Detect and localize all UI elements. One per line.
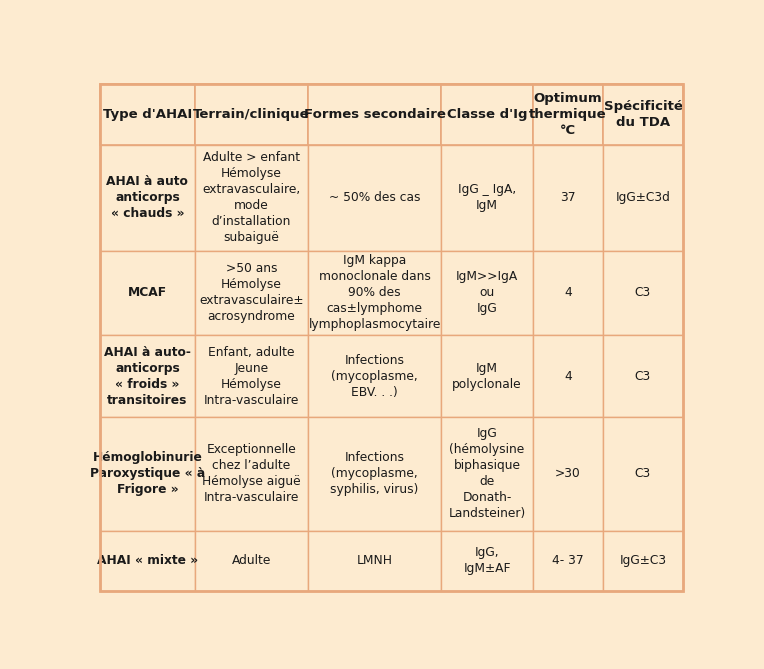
Bar (533, 84, 603, 145)
Bar (100, 251, 195, 335)
Bar (533, 531, 603, 591)
Bar (308, 335, 441, 417)
Bar (308, 531, 441, 591)
Text: Optimum
thermique
°C: Optimum thermique °C (529, 92, 607, 137)
Text: IgG±C3: IgG±C3 (620, 555, 666, 567)
Text: MCAF: MCAF (128, 286, 167, 300)
Text: Formes secondaire: Formes secondaire (304, 108, 445, 121)
Text: AHAI à auto-
anticorps
« froids »
transitoires: AHAI à auto- anticorps « froids » transi… (104, 346, 191, 407)
Text: 4: 4 (564, 370, 572, 383)
Bar (441, 531, 533, 591)
Bar (308, 251, 441, 335)
Text: Enfant, adulte
Jeune
Hémolyse
Intra-vasculaire: Enfant, adulte Jeune Hémolyse Intra-vasc… (204, 346, 299, 407)
Bar (533, 417, 603, 531)
Text: C3: C3 (635, 370, 651, 383)
Bar (100, 145, 195, 251)
Bar (195, 335, 308, 417)
Text: AHAI « mixte »: AHAI « mixte » (97, 555, 198, 567)
Text: >30: >30 (555, 468, 581, 480)
Text: IgM>>IgA
ou
IgG: IgM>>IgA ou IgG (456, 270, 518, 316)
Text: 4- 37: 4- 37 (552, 555, 584, 567)
Text: IgG,
IgM±AF: IgG, IgM±AF (463, 547, 511, 575)
Bar (603, 251, 683, 335)
Text: Infections
(mycoplasme,
syphilis, virus): Infections (mycoplasme, syphilis, virus) (331, 452, 419, 496)
Text: LMNH: LMNH (357, 555, 393, 567)
Bar (603, 84, 683, 145)
Bar (441, 145, 533, 251)
Bar (533, 145, 603, 251)
Text: 37: 37 (560, 191, 576, 205)
Text: Adulte: Adulte (231, 555, 271, 567)
Text: IgM kappa
monoclonale dans
90% des
cas±lymphome
lymphoplasmocytaire: IgM kappa monoclonale dans 90% des cas±l… (309, 254, 441, 331)
Text: IgG _ IgA,
IgM: IgG _ IgA, IgM (458, 183, 516, 213)
Bar (195, 251, 308, 335)
Text: IgG
(hémolysine
biphasique
de
Donath-
Landsteiner): IgG (hémolysine biphasique de Donath- La… (448, 427, 526, 520)
Bar (441, 335, 533, 417)
Bar (100, 531, 195, 591)
Text: Classe d'Ig: Classe d'Ig (447, 108, 527, 121)
Bar (603, 145, 683, 251)
Bar (195, 417, 308, 531)
Text: Type d'AHAI: Type d'AHAI (103, 108, 192, 121)
Bar (308, 84, 441, 145)
Text: IgG±C3d: IgG±C3d (616, 191, 670, 205)
Bar (603, 335, 683, 417)
Text: Terrain/clinique: Terrain/clinique (193, 108, 309, 121)
Bar (195, 84, 308, 145)
Bar (533, 335, 603, 417)
Bar (441, 251, 533, 335)
Bar (100, 335, 195, 417)
Text: ~ 50% des cas: ~ 50% des cas (329, 191, 420, 205)
Bar (441, 84, 533, 145)
Bar (195, 531, 308, 591)
Text: Adulte > enfant
Hémolyse
extravasculaire,
mode
d’installation
subaiguë: Adulte > enfant Hémolyse extravasculaire… (202, 151, 300, 244)
Text: Hémoglobinurie
Paroxystique « à
Frigore »: Hémoglobinurie Paroxystique « à Frigore … (90, 452, 205, 496)
Text: 4: 4 (564, 286, 572, 300)
Bar (308, 145, 441, 251)
Text: Exceptionnelle
chez l’adulte
Hémolyse aiguë
Intra-vasculaire: Exceptionnelle chez l’adulte Hémolyse ai… (202, 444, 301, 504)
Text: Spécificité
du TDA: Spécificité du TDA (604, 100, 682, 129)
Bar (100, 84, 195, 145)
Text: C3: C3 (635, 468, 651, 480)
Bar (308, 417, 441, 531)
Bar (100, 417, 195, 531)
Bar (441, 417, 533, 531)
Bar (533, 251, 603, 335)
Bar (603, 417, 683, 531)
Text: >50 ans
Hémolyse
extravasculaire±
acrosyndrome: >50 ans Hémolyse extravasculaire± acrosy… (199, 262, 303, 324)
Bar (603, 531, 683, 591)
Text: C3: C3 (635, 286, 651, 300)
Text: AHAI à auto
anticorps
« chauds »: AHAI à auto anticorps « chauds » (106, 175, 189, 220)
Text: IgM
polyclonale: IgM polyclonale (452, 362, 522, 391)
Text: Infections
(mycoplasme,
EBV. . .): Infections (mycoplasme, EBV. . .) (332, 354, 418, 399)
Bar (195, 145, 308, 251)
